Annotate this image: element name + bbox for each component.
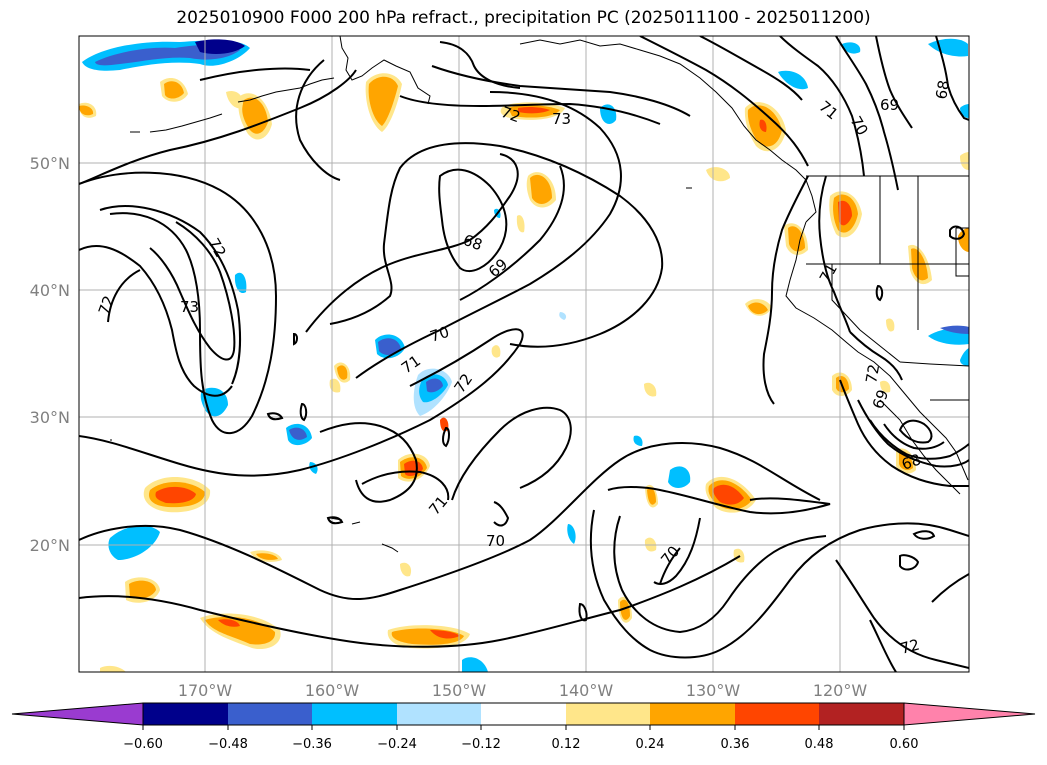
lon-label: 140°W [559, 681, 614, 700]
colorbar-segment [143, 703, 228, 725]
colorbar-segment [312, 703, 397, 725]
colorbar-tick-label: 0.60 [890, 737, 919, 752]
contour-label: 70 [486, 532, 505, 550]
contour-label: 73 [180, 298, 199, 316]
contour-label: 69 [880, 96, 899, 114]
colorbar-tick-label: −0.60 [123, 737, 163, 752]
lat-label: 50°N [30, 154, 70, 173]
lon-label: 170°W [178, 681, 233, 700]
negative-precip-regions [82, 38, 969, 672]
colorbar-segment [903, 702, 1036, 726]
lon-label: 150°W [432, 681, 487, 700]
lon-label: 160°W [305, 681, 360, 700]
colorbar-segment [228, 703, 312, 725]
contour-label: 72 [95, 293, 118, 317]
colorbar: −0.60 −0.48 −0.36 −0.24 −0.12 0.12 0.24 … [11, 702, 1036, 752]
colorbar-segment [481, 703, 566, 725]
contour-label: 72 [898, 636, 921, 658]
contour-label: 69 [869, 387, 892, 411]
coastlines [110, 36, 969, 553]
colorbar-segment [650, 703, 735, 725]
colorbar-tick-label: −0.12 [461, 737, 501, 752]
contour-label: 72 [862, 363, 883, 385]
colorbar-segment [819, 703, 904, 725]
colorbar-tick-label: −0.48 [208, 737, 248, 752]
colorbar-tick-label: 0.12 [552, 737, 581, 752]
colorbar-tick-label: 0.36 [721, 737, 750, 752]
longitude-labels: 170°W 160°W 150°W 140°W 130°W 120°W [178, 681, 868, 700]
positive-precip-regions [79, 73, 969, 672]
colorbar-frame [142, 702, 905, 726]
contour-label: 68 [932, 79, 953, 101]
contour-label: 73 [552, 110, 571, 128]
lat-label: 20°N [30, 536, 70, 555]
map-title: 2025010900 F000 200 hPa refract., precip… [176, 8, 871, 28]
colorbar-tick-label: 0.48 [805, 737, 834, 752]
contour-label: 68 [461, 231, 485, 254]
colorbar-tick-label: 0.24 [636, 737, 665, 752]
colorbar-tick-label: −0.36 [292, 737, 332, 752]
lon-label: 130°W [686, 681, 741, 700]
contour-label: 72 [499, 103, 523, 126]
lat-label: 40°N [30, 281, 70, 300]
lon-label: 120°W [813, 681, 868, 700]
contour-label: 68 [899, 450, 923, 473]
colorbar-segment [735, 703, 819, 725]
lat-label: 30°N [30, 408, 70, 427]
refractivity-contours [79, 36, 969, 672]
plot-frame [78, 35, 970, 673]
latitude-labels: 50°N 40°N 30°N 20°N [30, 154, 70, 555]
colorbar-segment [566, 703, 650, 725]
plot-area [79, 36, 969, 672]
colorbar-segment [11, 702, 144, 726]
colorbar-segment [397, 703, 481, 725]
contour-label: 70 [428, 323, 452, 346]
colorbar-tick-label: −0.24 [377, 737, 417, 752]
